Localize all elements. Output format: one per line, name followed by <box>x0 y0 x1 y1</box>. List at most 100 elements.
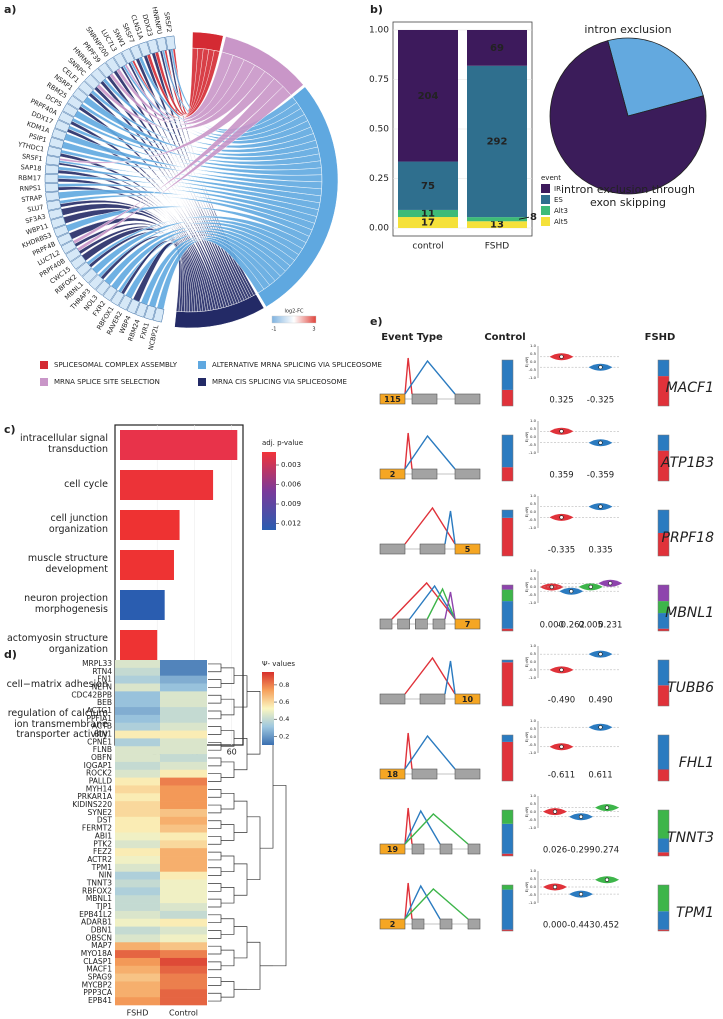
legend-label: Alt5 <box>554 218 568 226</box>
gene-segment <box>121 48 135 64</box>
gene-segment <box>70 254 87 270</box>
heatmap-cell <box>160 816 207 825</box>
value-label: 0.000 <box>540 621 564 631</box>
proportion-segment <box>502 660 513 663</box>
row-label: PALLD <box>89 777 113 786</box>
pie-slice <box>607 37 704 117</box>
colorbar-tick-label: 0.003 <box>281 461 301 469</box>
panel-label: a) <box>4 3 16 16</box>
row-label: PRKAR1A <box>77 792 113 801</box>
category-label: cell−matrix adhesion <box>6 678 108 690</box>
y-tick-label: 0.5 <box>530 576 537 581</box>
median-dot <box>598 652 603 657</box>
heatmap-cell <box>115 989 160 998</box>
splice-arc <box>444 510 456 545</box>
row-label: ACTR2 <box>87 855 112 864</box>
median-dot <box>588 584 593 590</box>
median-dot <box>559 744 564 749</box>
bar <box>120 550 174 580</box>
dendrogram-line <box>247 691 261 755</box>
gene-label: SAP18 <box>20 163 41 173</box>
y-tick-label: -1.0 <box>529 600 537 605</box>
exon <box>411 918 425 930</box>
heatmap-cell <box>160 950 207 959</box>
value-label: -0.611 <box>548 771 575 781</box>
y-tick-label: 0.0 <box>530 734 537 739</box>
dendrogram-line <box>208 961 222 971</box>
colorbar-title: log2-FC <box>285 309 304 315</box>
y-tick-label: -0.5 <box>529 667 537 672</box>
median-dot <box>559 429 564 434</box>
heatmap-cell <box>160 746 207 755</box>
pie-label: intron exclusion <box>584 23 671 36</box>
value-label: 0.359 <box>549 471 573 481</box>
legend-title: event <box>541 174 561 182</box>
proportion-segment <box>502 853 513 856</box>
gene-segment <box>44 164 60 175</box>
heatmap-cell <box>160 675 207 684</box>
exon-label: 19 <box>387 845 399 854</box>
heatmap-cell <box>160 707 207 716</box>
colorbar-title: Ψ- values <box>262 660 295 668</box>
bar <box>120 630 158 660</box>
proportion-segment <box>502 810 513 824</box>
heatmap-cell <box>160 801 207 810</box>
colorbar-title: adj. p-value <box>262 439 303 447</box>
exon <box>454 468 481 480</box>
proportion-segment <box>658 601 669 614</box>
panel-label: e) <box>370 315 383 328</box>
proportion-segment <box>502 585 513 590</box>
data-label: 17 <box>421 218 435 229</box>
proportion-segment <box>502 662 513 706</box>
value-label: 0.490 <box>588 696 612 706</box>
heatmap-cell <box>160 871 207 880</box>
y-tick-label: 0.0 <box>530 509 537 514</box>
heatmap-cell <box>115 863 160 873</box>
heatmap-cell <box>160 769 207 778</box>
legend-swatch <box>541 206 550 215</box>
exon <box>467 918 481 930</box>
exon-label: 7 <box>465 620 471 629</box>
exon <box>454 768 481 780</box>
y-tick-label: 0.5 <box>530 726 537 731</box>
dendrogram-line <box>221 824 235 841</box>
y-tick-label: 0.5 <box>530 876 537 881</box>
proportion-frame <box>501 809 514 857</box>
legend-swatch <box>198 361 206 369</box>
heatmap-cell <box>160 848 207 857</box>
heatmap-cell <box>160 989 207 998</box>
proportion-frame <box>501 884 514 932</box>
value-label: -0.359 <box>587 471 614 481</box>
gene-name: MACF1 <box>666 380 714 396</box>
heatmap-cell <box>160 918 207 927</box>
exon <box>379 618 393 630</box>
value-label: 0.005 <box>579 621 603 631</box>
exon <box>411 393 438 405</box>
y-axis-label: E(dΨ) <box>524 431 529 442</box>
y-tick-label: 0.5 <box>530 351 537 356</box>
x-tick-label: control <box>412 242 443 252</box>
colorbar-tick-label: 0.8 <box>279 681 289 689</box>
heatmap-cell <box>160 840 207 849</box>
proportion-frame <box>501 584 514 632</box>
gene-segment <box>44 182 59 193</box>
proportion-segment <box>658 613 669 629</box>
row-label: SPAG9 <box>88 973 113 982</box>
dendrogram-line <box>208 867 222 876</box>
category-label: cell cycle <box>64 478 108 490</box>
row-label: MACF1 <box>86 965 112 974</box>
gene-segment <box>138 41 151 57</box>
y-axis-label: E(dΨ) <box>524 731 529 742</box>
row-label: RBFOX2 <box>82 886 112 895</box>
gene-segment <box>78 80 94 97</box>
splice-arc <box>426 587 456 620</box>
target-exon <box>454 693 481 705</box>
gene-name: TNNT3 <box>667 830 714 846</box>
y-tick-label: 0.50 <box>369 125 389 135</box>
value-label: 0.452 <box>595 921 619 931</box>
gene-segment <box>102 285 118 302</box>
term-arc <box>174 293 265 329</box>
gene-segment <box>156 36 168 52</box>
heatmap-cell <box>115 793 160 802</box>
dendrogram <box>208 663 287 1002</box>
